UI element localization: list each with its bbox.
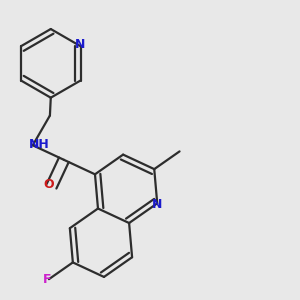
Text: NH: NH bbox=[29, 138, 50, 151]
Text: F: F bbox=[43, 273, 52, 286]
Text: O: O bbox=[44, 178, 55, 191]
Text: N: N bbox=[152, 198, 162, 211]
Text: N: N bbox=[75, 38, 86, 51]
